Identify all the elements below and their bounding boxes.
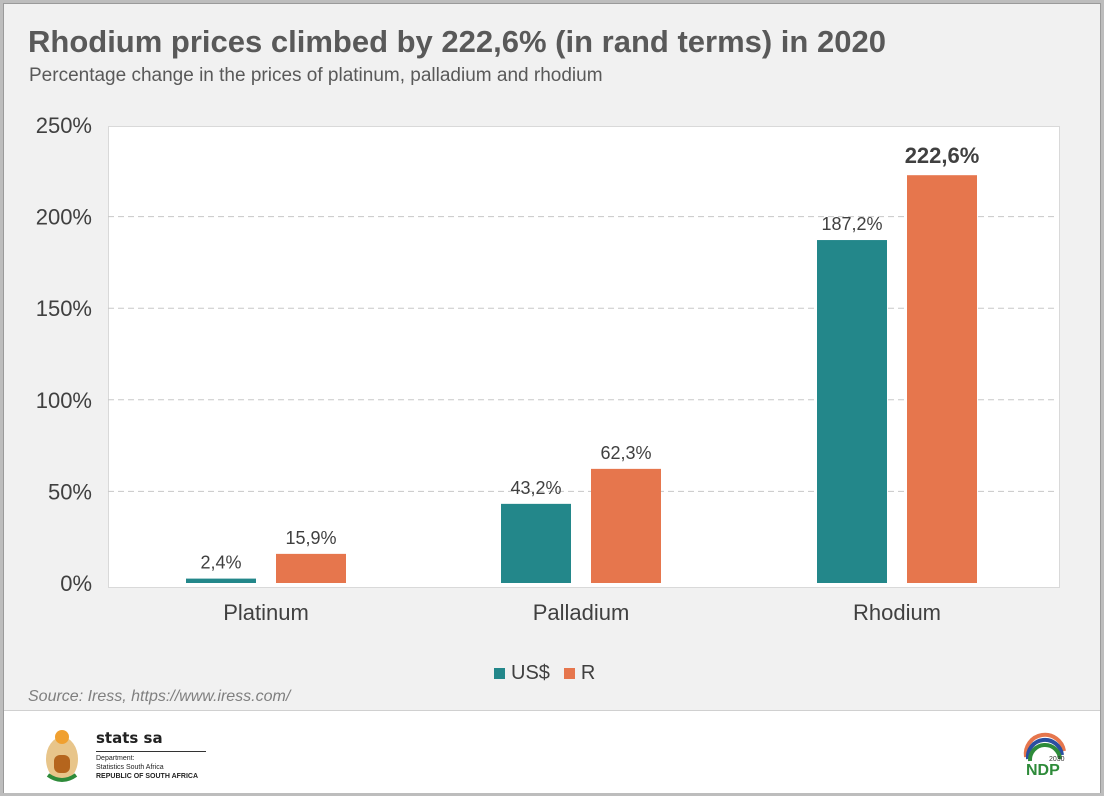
divider: [96, 751, 206, 752]
legend-item-usd: US$: [494, 662, 550, 685]
data-label: 43,2%: [510, 478, 561, 498]
coat-of-arms-logo: [46, 730, 78, 782]
chart-subtitle: Percentage change in the prices of plati…: [29, 65, 603, 86]
y-tick-label: 50%: [48, 479, 92, 504]
data-label: 222,6%: [905, 143, 980, 168]
y-tick-label: 100%: [36, 388, 92, 413]
bar-chart: 0% 50% 100% 150% 200% 250% Platinum 2,4% 15,9% Pa…: [36, 113, 1055, 625]
infographic-frame: Rhodium prices climbed by 222,6% (in ran…: [3, 3, 1101, 793]
legend: US$ R: [494, 662, 595, 685]
data-label: 187,2%: [821, 214, 882, 234]
legend-label: US$: [511, 662, 550, 684]
bar-rand-palladium: [591, 468, 661, 583]
data-label: 2,4%: [200, 553, 241, 573]
data-label: 15,9%: [285, 528, 336, 548]
legend-label: R: [580, 662, 596, 684]
legend-item-rand: R: [563, 662, 596, 685]
chart-title: Rhodium prices climbed by 222,6% (in ran…: [28, 24, 886, 59]
bar-rand-rhodium: [907, 175, 977, 584]
stats-sa-name: stats sa: [96, 729, 163, 747]
plot-area: [108, 126, 1060, 588]
bar-usd-palladium: [501, 503, 571, 583]
dept-name: Statistics South Africa: [96, 764, 164, 771]
bar-rand-platinum: [276, 553, 346, 583]
dept-label: Department:: [96, 755, 135, 762]
ndp-year: 2030: [1049, 756, 1065, 763]
x-tick-label: Rhodium: [853, 600, 941, 625]
footer: stats sa Department: Statistics South Af…: [4, 710, 1100, 793]
ndp-text: NDP: [1026, 762, 1060, 777]
bar-usd-rhodium: [817, 240, 887, 583]
source-note: Source: Iress, https://www.iress.com/: [28, 688, 291, 705]
x-tick-label: Palladium: [533, 600, 630, 625]
y-tick-label: 250%: [36, 113, 92, 138]
bar-usd-platinum: [186, 578, 256, 583]
x-tick-label: Platinum: [223, 600, 309, 625]
y-tick-label: 150%: [36, 296, 92, 321]
republic-label: REPUBLIC OF SOUTH AFRICA: [96, 773, 199, 780]
data-label: 62,3%: [600, 443, 651, 463]
y-tick-label: 0%: [60, 571, 92, 596]
ndp-logo: 2030 NDP: [1023, 732, 1066, 777]
y-tick-label: 200%: [36, 205, 92, 230]
